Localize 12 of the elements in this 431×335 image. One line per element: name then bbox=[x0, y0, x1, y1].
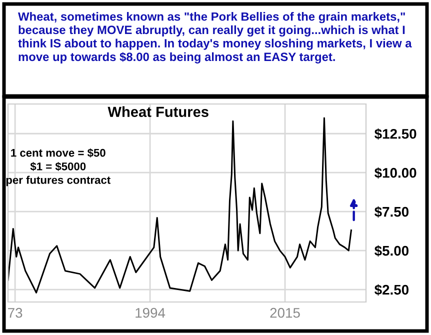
x-tick-label: 2015 bbox=[270, 308, 300, 318]
y-tick-label: $10.00 bbox=[374, 167, 416, 179]
x-tick-label: 73 bbox=[8, 308, 22, 318]
annotation: 1 cent move = $50 $1 = $5000 per futures contract bbox=[6, 148, 110, 186]
y-tick-label: $7.50 bbox=[374, 206, 409, 218]
line-series bbox=[8, 117, 352, 294]
y-tick-label: $2.50 bbox=[374, 284, 409, 296]
chart-title: Wheat Futures bbox=[108, 106, 208, 118]
chart-subtitle: Wheat, sometimes known as "the Pork Bellies of the grain markets," because they MOVE abruptly, can really get it going...which is what I think IS about to happen. In today's money sloshing markets, I view a move up towards $8.00 as being almost an EASY target. bbox=[18, 12, 412, 64]
y-tick-label: $12.50 bbox=[374, 128, 416, 140]
y-tick-label: $5.00 bbox=[374, 245, 409, 257]
x-tick-label: 1994 bbox=[136, 308, 166, 318]
